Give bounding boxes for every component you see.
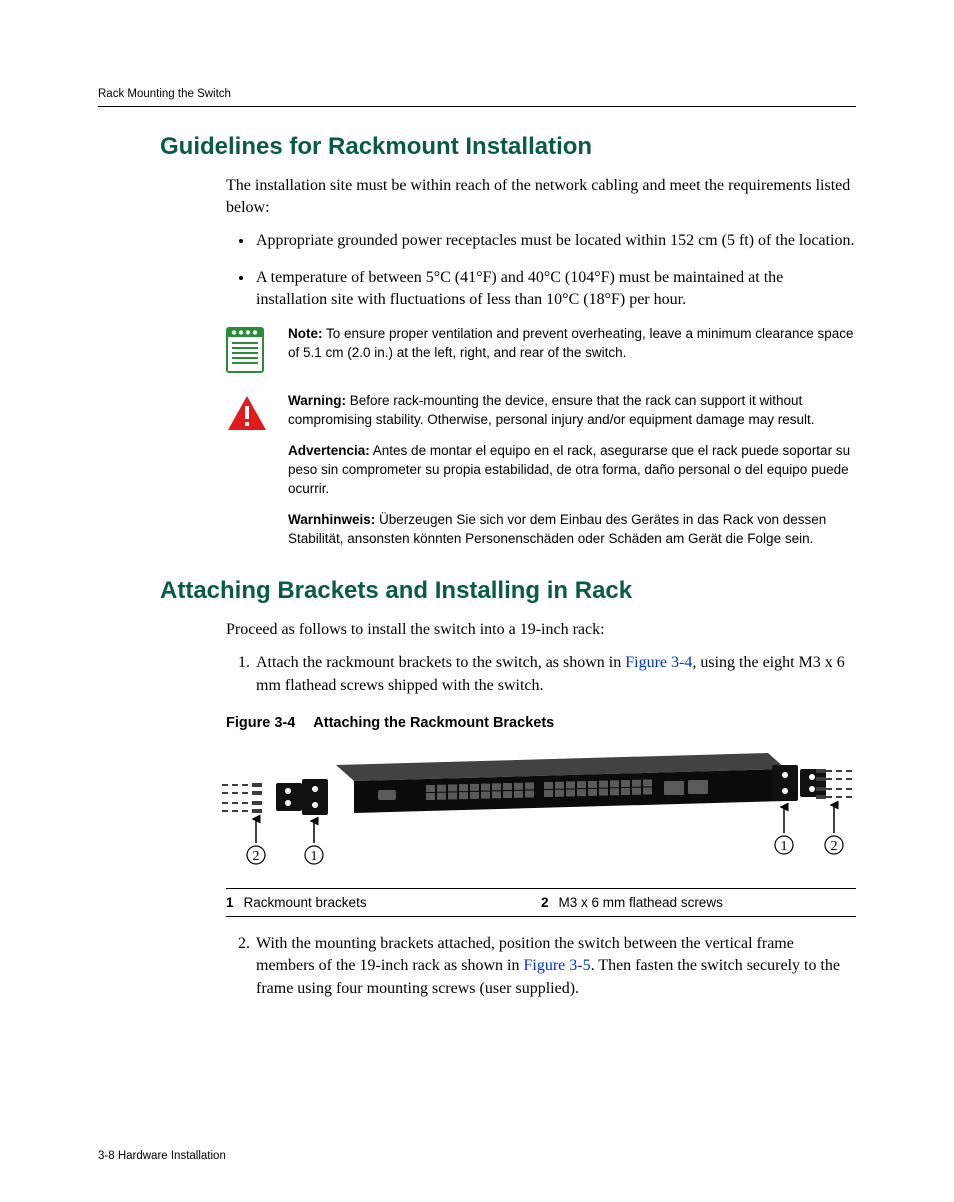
- legend-text: Rackmount brackets: [244, 895, 367, 910]
- warning-icon: [226, 394, 274, 437]
- heading-attaching: Attaching Brackets and Installing in Rac…: [160, 577, 856, 605]
- legend-num: 1: [226, 895, 234, 910]
- step2-block: With the mounting brackets attached, pos…: [226, 933, 856, 1000]
- intro-text-1: The installation site must be within rea…: [226, 175, 856, 218]
- figure-title: Attaching the Rackmount Brackets: [313, 715, 554, 731]
- figure-number: Figure 3-4: [226, 715, 295, 731]
- svg-text:1: 1: [781, 839, 788, 854]
- warning-es-body: Antes de montar el equipo en el rack, as…: [288, 443, 850, 496]
- step-2: With the mounting brackets attached, pos…: [254, 933, 856, 1000]
- figure-legend: 1 Rackmount brackets 2 M3 x 6 mm flathead …: [226, 888, 856, 917]
- figure-3-5-link[interactable]: Figure 3‑5: [523, 957, 590, 974]
- steps-list-cont: With the mounting brackets attached, pos…: [226, 933, 856, 1000]
- list-item: A temperature of between 5°C (41°F) and …: [254, 267, 856, 312]
- page-footer: 3-8 Hardware Installation: [98, 1150, 856, 1162]
- steps-list: Attach the rackmount brackets to the swi…: [226, 652, 856, 697]
- legend-text: M3 x 6 mm flathead screws: [559, 895, 723, 910]
- page: Rack Mounting the Switch Guidelines for …: [0, 0, 954, 1202]
- intro-block-1: The installation site must be within rea…: [226, 175, 856, 311]
- figure-3-4: 1 2 1 2: [216, 743, 856, 878]
- note-icon: [226, 327, 274, 378]
- note-body: To ensure proper ventilation and prevent…: [288, 326, 854, 360]
- warning-callout: Warning: Before rack-mounting the device…: [226, 392, 856, 548]
- header-rule: [98, 106, 856, 107]
- warning-es-label: Advertencia:: [288, 443, 370, 458]
- figure-caption: Figure 3-4 Attaching the Rackmount Bracke…: [226, 715, 856, 731]
- legend-num: 2: [541, 895, 549, 910]
- svg-text:1: 1: [311, 849, 318, 864]
- running-header: Rack Mounting the Switch: [98, 88, 856, 100]
- note-label: Note:: [288, 326, 323, 341]
- svg-text:2: 2: [831, 839, 838, 854]
- svg-text:2: 2: [253, 849, 260, 864]
- warning-texts: Warning: Before rack-mounting the device…: [288, 392, 856, 548]
- figure-3-4-link[interactable]: Figure 3‑4: [625, 654, 692, 671]
- intro-block-2: Proceed as follows to install the switch…: [226, 619, 856, 697]
- step-1: Attach the rackmount brackets to the swi…: [254, 652, 856, 697]
- legend-entry: 2 M3 x 6 mm flathead screws: [541, 895, 856, 910]
- intro-text-2: Proceed as follows to install the switch…: [226, 619, 856, 641]
- heading-guidelines: Guidelines for Rackmount Installation: [160, 133, 856, 161]
- note-text: Note: To ensure proper ventilation and p…: [288, 325, 856, 363]
- warning-de-label: Warnhinweis:: [288, 512, 375, 527]
- note-callout: Note: To ensure proper ventilation and p…: [226, 325, 856, 378]
- requirements-list: Appropriate grounded power receptacles m…: [226, 230, 856, 311]
- step1-pre: Attach the rackmount brackets to the swi…: [256, 654, 625, 671]
- warning-en-label: Warning:: [288, 393, 346, 408]
- legend-entry: 1 Rackmount brackets: [226, 895, 541, 910]
- list-item: Appropriate grounded power receptacles m…: [254, 230, 856, 252]
- warning-en-body: Before rack-mounting the device, ensure …: [288, 393, 815, 427]
